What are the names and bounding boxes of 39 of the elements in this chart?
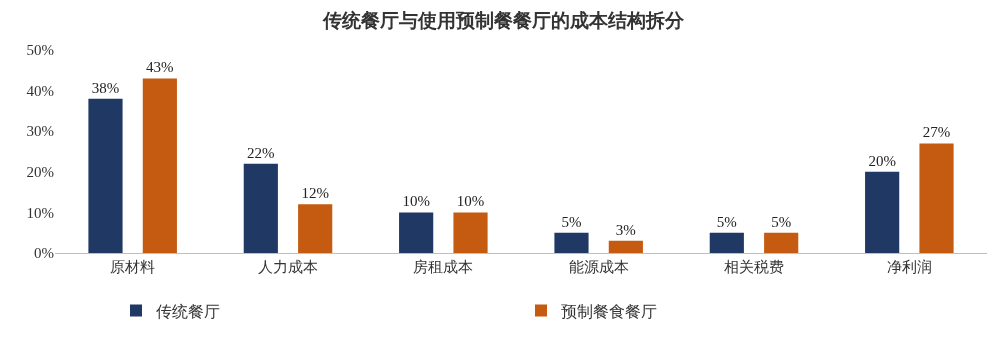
y-tick-label: 0% bbox=[34, 245, 54, 262]
x-tick-label: 能源成本 bbox=[568, 259, 629, 275]
data-label: 27% bbox=[922, 124, 951, 141]
x-tick-label: 人力成本 bbox=[258, 259, 318, 275]
y-tick-label: 40% bbox=[26, 82, 54, 99]
x-tick-label: 净利润 bbox=[886, 259, 932, 275]
bar bbox=[88, 98, 123, 253]
legend-label: 传统餐厅 bbox=[156, 302, 220, 320]
x-tick-label: 房租成本 bbox=[413, 259, 474, 275]
bar bbox=[764, 232, 799, 253]
data-label: 38% bbox=[91, 79, 120, 96]
data-label: 20% bbox=[868, 152, 896, 169]
y-tick-label: 20% bbox=[26, 164, 54, 181]
bar bbox=[298, 204, 333, 253]
bar bbox=[709, 232, 744, 253]
bar bbox=[399, 212, 434, 253]
bar bbox=[554, 232, 589, 253]
x-tick-label: 原材料 bbox=[110, 259, 156, 275]
bar bbox=[453, 212, 488, 253]
data-label: 5% bbox=[771, 213, 792, 230]
x-tick-label: 相关税费 bbox=[724, 259, 784, 275]
bar bbox=[865, 171, 900, 253]
bar bbox=[919, 143, 954, 253]
data-label: 10% bbox=[402, 193, 430, 210]
legend-label: 预制餐食餐厅 bbox=[561, 302, 657, 320]
bar bbox=[243, 163, 278, 253]
bar bbox=[142, 78, 177, 253]
data-label: 43% bbox=[146, 59, 174, 76]
data-label: 10% bbox=[456, 193, 485, 210]
y-tick-label: 10% bbox=[26, 204, 54, 221]
data-label: 3% bbox=[615, 221, 636, 238]
y-tick-label: 50% bbox=[26, 42, 54, 59]
y-tick-label: 30% bbox=[26, 123, 54, 140]
bar bbox=[608, 240, 643, 253]
chart-title: 传统餐厅与使用预制餐餐厅的成本结构拆分 bbox=[322, 9, 685, 31]
data-label: 5% bbox=[716, 213, 737, 230]
data-label: 5% bbox=[561, 213, 582, 230]
data-label: 12% bbox=[301, 185, 329, 202]
data-label: 22% bbox=[247, 144, 275, 161]
